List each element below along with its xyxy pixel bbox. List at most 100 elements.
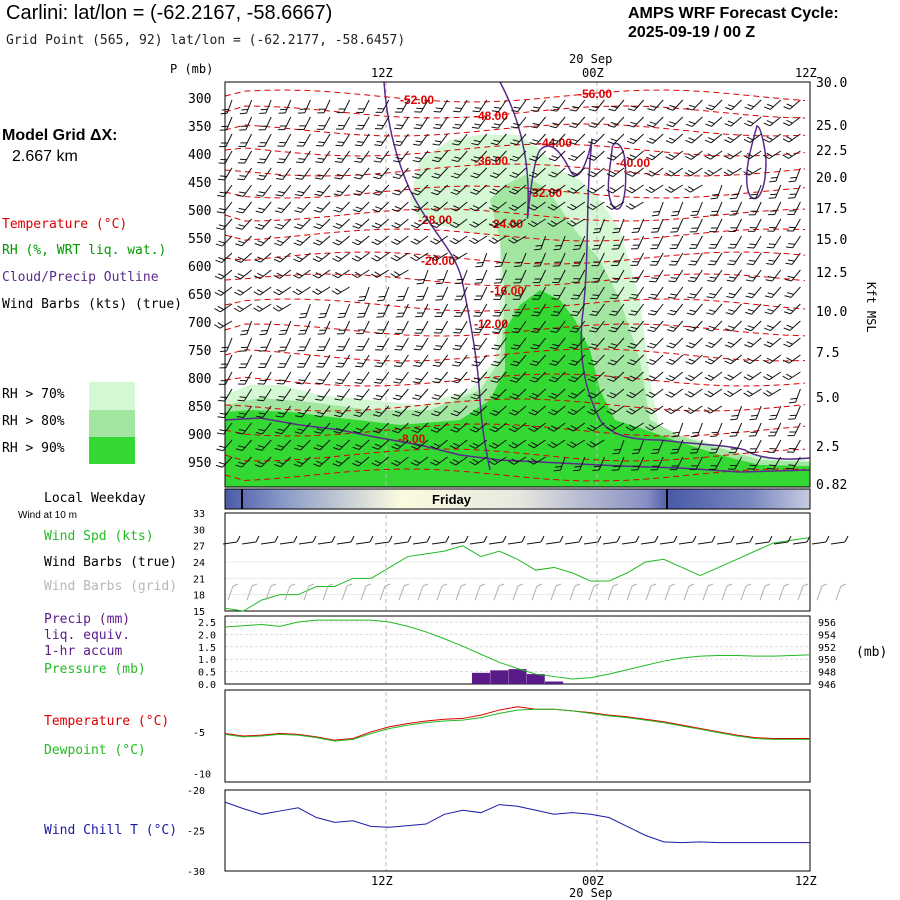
wind-barb-staff: [789, 116, 801, 127]
wind-barb-flag: [316, 366, 324, 368]
wind-barb-grid: [764, 583, 771, 587]
wind-barb: [215, 252, 233, 264]
windchill-tick-label: -25: [187, 827, 205, 838]
wind-barb: [666, 320, 684, 332]
wind-barb: [649, 269, 664, 283]
wind-barb: [528, 167, 546, 178]
wind-barb: [727, 235, 743, 249]
wind-barb-flag: [449, 256, 456, 261]
wind-barb-staff: [378, 184, 390, 196]
wind-barb-flag: [769, 180, 777, 183]
wind-barb-flag: [688, 374, 695, 379]
wind-barb: [376, 303, 390, 318]
wind-barb-flag: [766, 246, 774, 249]
wind-barb-staff: [716, 201, 723, 216]
wind-barb: [566, 439, 586, 448]
wind-barb-staff: [771, 269, 782, 282]
wind-barb: [669, 252, 684, 266]
wind-barb-grid: [289, 583, 296, 587]
wind-barb-staff: [730, 133, 742, 144]
wind-barb-staff: [554, 150, 566, 162]
wind-barb-flag: [710, 435, 717, 438]
wind-barb: [510, 337, 527, 350]
wind-barb-true: [673, 535, 678, 543]
wind-barb-staff: [557, 303, 566, 317]
wind-barb-flag: [724, 123, 732, 127]
wind-barb-flag: [298, 362, 306, 365]
wind-barb-flag: [432, 380, 439, 384]
wind-barb-staff: [711, 320, 723, 332]
wind-barb-staff: [670, 184, 684, 193]
wind-barb: [253, 269, 272, 280]
wind-barb-grid: [835, 585, 842, 601]
wind-barb-staff: [358, 201, 370, 213]
wind-barb-flag: [665, 172, 672, 177]
wind-barb-true: [654, 535, 659, 543]
wind-barb: [412, 388, 429, 401]
wind-barb-flag: [631, 293, 639, 296]
wind-barb-staff: [379, 167, 390, 180]
wind-barb-flag: [315, 255, 323, 260]
accum-label: 1-hr accum: [44, 644, 123, 659]
wind-barb-flag: [610, 343, 618, 346]
wind-barb-flag: [688, 121, 696, 125]
wind-barb-flag: [652, 227, 660, 230]
wind-barb-staff: [244, 371, 253, 385]
wind-barb: [587, 150, 605, 161]
wind-barb: [530, 99, 547, 112]
wind-barb: [571, 269, 586, 283]
wind-barb-staff: [304, 320, 311, 335]
wind-barb: [413, 337, 429, 351]
wind-barb-staff: [734, 218, 743, 232]
wind-barb-flag: [493, 298, 501, 300]
wind-barb-staff: [495, 201, 507, 212]
wind-barb-staff: [494, 218, 507, 228]
precip-tick-label: 2.0: [198, 630, 216, 641]
wind-barb: [351, 269, 370, 279]
wind-barb-staff: [729, 150, 742, 160]
wind-barb-staff: [260, 252, 272, 263]
wind-barb-staff: [539, 269, 547, 283]
wind-barb-staff: [774, 422, 782, 436]
wind-barb-staff: [262, 422, 272, 435]
wind-barb-staff: [676, 218, 684, 232]
wind-barb-staff: [260, 235, 272, 247]
wind-barb-flag: [394, 254, 401, 260]
wind-barb: [514, 252, 527, 268]
wind-barb-flag: [260, 329, 268, 332]
temperature-contour-label: -56.00: [578, 87, 612, 101]
wind-barb-staff: [459, 320, 468, 334]
wind-barb-flag: [686, 312, 694, 316]
wind-barb-flag: [532, 122, 540, 126]
wind-barb-flag: [592, 231, 600, 234]
wind-barb-staff: [343, 303, 351, 318]
wind-barb-grid: [498, 583, 505, 587]
wind-barb-flag: [626, 394, 633, 399]
wind-barb-true: [507, 541, 523, 545]
wind-barb-staff: [419, 116, 429, 130]
legend-temperature: Temperature (°C): [2, 217, 128, 232]
wind-barb-flag: [569, 330, 577, 333]
wind-barb: [709, 218, 723, 233]
wind-barb-staff: [222, 218, 233, 230]
wind-barb: [490, 133, 507, 146]
wind-barb-flag: [730, 227, 738, 229]
wind-barb-flag: [435, 328, 443, 331]
wind-barb-flag: [469, 223, 476, 228]
wind-barb-flag: [607, 378, 614, 382]
wind-barb-flag: [217, 305, 224, 311]
wind-barb-staff: [614, 99, 625, 112]
wind-barb-staff: [319, 218, 331, 230]
wind-barb: [453, 303, 468, 317]
wind-barb-flag: [743, 360, 751, 365]
wind-barb-staff: [322, 116, 331, 130]
precip-bar: [545, 681, 564, 684]
wind-barb-flag: [494, 328, 502, 330]
wind-barb: [274, 201, 292, 214]
wind-barb: [219, 133, 233, 148]
wind-barb-flag: [573, 469, 580, 472]
page-title: Carlini: lat/lon = (-62.2167, -58.6667): [6, 2, 333, 24]
wind-barb-staff: [319, 456, 331, 467]
grid-dx-value: 2.667 km: [12, 148, 78, 165]
wind-barb: [528, 405, 546, 416]
